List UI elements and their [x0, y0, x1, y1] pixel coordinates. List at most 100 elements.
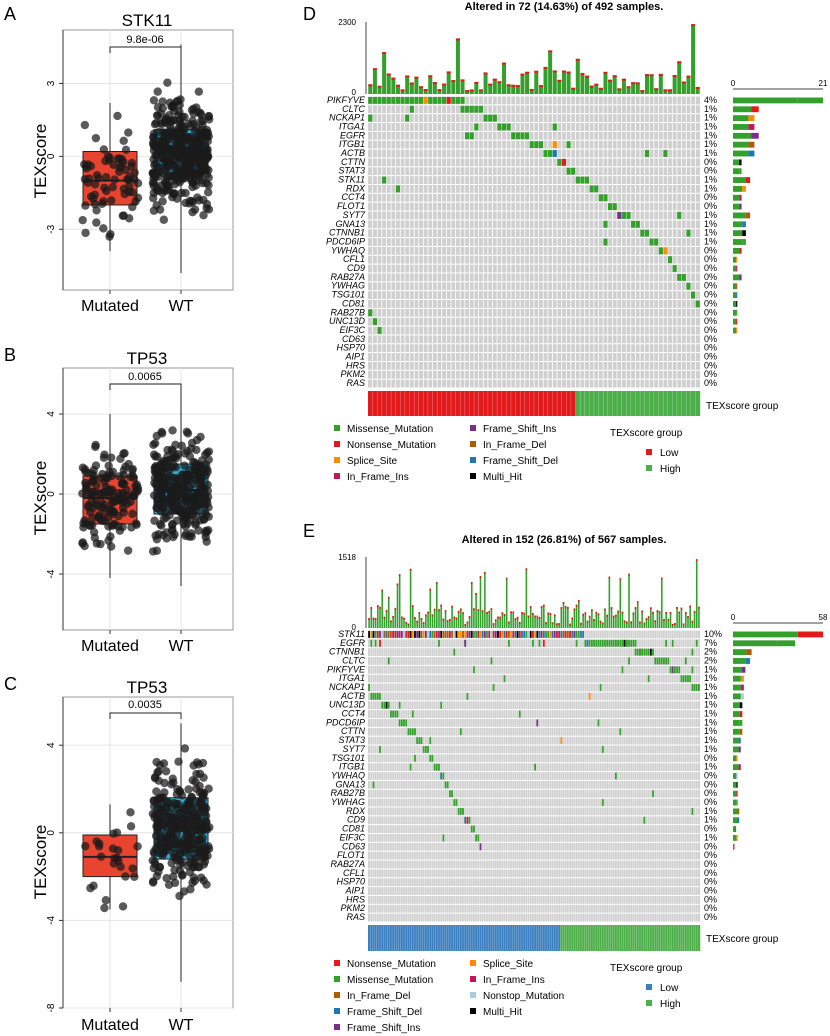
- box-iqr: [82, 834, 138, 878]
- gene-label: ACTB: [340, 148, 365, 158]
- group-bar-cell: [660, 925, 664, 951]
- tmb-bar: [440, 604, 442, 628]
- mutation-cell: [442, 631, 445, 638]
- tmb-bar: [560, 607, 563, 628]
- group-bar-cell: [641, 925, 644, 951]
- mutation-cell: [534, 141, 539, 149]
- mutation-cell: [619, 639, 622, 647]
- mutation-cell: [368, 684, 370, 691]
- tmb-bar: [473, 608, 475, 628]
- tmb-bar: [621, 611, 624, 628]
- tmb-bar: [617, 610, 619, 628]
- gene-count-bar: [739, 728, 743, 735]
- legend-swatch: [470, 441, 476, 447]
- gene-label: CCT4: [341, 192, 365, 202]
- mutation-cell: [374, 639, 377, 647]
- mutation-cell: [429, 754, 432, 762]
- mutation-cell: [538, 639, 541, 647]
- data-point: [203, 188, 213, 197]
- data-point: [173, 497, 182, 507]
- group-bar-cell: [418, 925, 421, 951]
- mutation-cell: [601, 639, 604, 647]
- group-bar-cell: [432, 391, 438, 416]
- data-point: [192, 467, 201, 477]
- gene-percent: 1%: [704, 815, 717, 825]
- mutation-cell: [691, 648, 694, 656]
- mutation-cell: [615, 772, 617, 780]
- mutation-cell: [612, 639, 615, 647]
- gene-label: PDCD6IP: [326, 717, 365, 727]
- tmb-bar: [619, 578, 622, 628]
- gene-percent: 0%: [704, 298, 717, 308]
- group-bar-cell: [440, 925, 443, 951]
- tmb-bar-top: [490, 608, 493, 611]
- gene-percent: 0%: [704, 841, 717, 851]
- tmb-bar-top: [377, 85, 382, 88]
- mutation-cell: [503, 675, 506, 683]
- gene-percent: 1%: [704, 682, 717, 692]
- data-point: [197, 176, 206, 185]
- tmb-bar-top: [475, 593, 477, 596]
- mutation-cell: [459, 807, 462, 815]
- gene-label: STAT3: [338, 166, 365, 176]
- group-bar-cell: [597, 925, 600, 951]
- tmb-bar-top: [643, 622, 646, 625]
- group-legend-label: Low: [660, 983, 679, 994]
- gene-label: AIP1: [344, 886, 365, 896]
- mutation-cell: [470, 631, 473, 638]
- mutation-cell: [433, 763, 436, 771]
- mutation-cell: [617, 639, 619, 647]
- gene-percent: 0%: [704, 272, 717, 282]
- tmb-bar: [438, 609, 440, 628]
- tmb-bar: [650, 607, 652, 628]
- tmb-bar: [405, 621, 408, 628]
- gene-count-bar: [751, 106, 759, 113]
- group-bar-cell: [571, 925, 574, 951]
- tmb-bar-top: [548, 50, 553, 53]
- mutation-cell: [441, 97, 447, 104]
- legend-swatch: [334, 976, 340, 982]
- tmb-bar-top: [497, 81, 502, 84]
- group-bar-cell: [460, 391, 466, 416]
- tmb-bar: [631, 82, 636, 94]
- mutation-cell: [490, 657, 493, 665]
- gene-percent: 0%: [704, 245, 717, 255]
- tmb-bar: [672, 75, 677, 94]
- mutation-cell: [460, 97, 465, 104]
- mutation-cell: [453, 648, 456, 656]
- tmb-bar-top: [414, 617, 416, 620]
- tmb-bar-top: [438, 609, 440, 612]
- gene-count-bar: [739, 159, 742, 166]
- data-point: [99, 224, 108, 233]
- mutation-cell: [488, 114, 493, 122]
- mutation-cell: [538, 141, 544, 149]
- group-bar-cell: [617, 925, 620, 951]
- gene-label: RAB27B: [330, 307, 365, 317]
- gene-label: EGFR: [340, 638, 366, 648]
- group-bar-cell: [529, 925, 533, 951]
- data-point: [78, 463, 88, 472]
- tmb-bar: [486, 612, 488, 628]
- gene-count-bar: [733, 318, 737, 325]
- tmb-bar: [582, 613, 584, 628]
- mutation-cell: [381, 631, 384, 638]
- tmb-bar-top: [506, 84, 511, 87]
- data-point: [162, 802, 171, 812]
- data-point: [182, 492, 191, 502]
- legend-label: In_Frame_Del: [347, 991, 410, 1002]
- gene-count-bar: [736, 781, 738, 788]
- group-bar-cell: [623, 925, 626, 951]
- gene-percent: 0%: [704, 290, 717, 300]
- gene-count-bar: [737, 808, 740, 815]
- group-bar-cell: [372, 925, 375, 951]
- data-point: [159, 456, 168, 466]
- mutation-cell: [403, 719, 405, 727]
- tmb-bar-top: [598, 87, 603, 90]
- gene-percent: 1%: [704, 236, 717, 246]
- group-bar-cell: [501, 391, 507, 416]
- tmb-bar: [552, 70, 557, 94]
- tmb-bar: [681, 81, 686, 94]
- gene-count-bar: [745, 212, 751, 219]
- gene-percent: 1%: [704, 673, 717, 683]
